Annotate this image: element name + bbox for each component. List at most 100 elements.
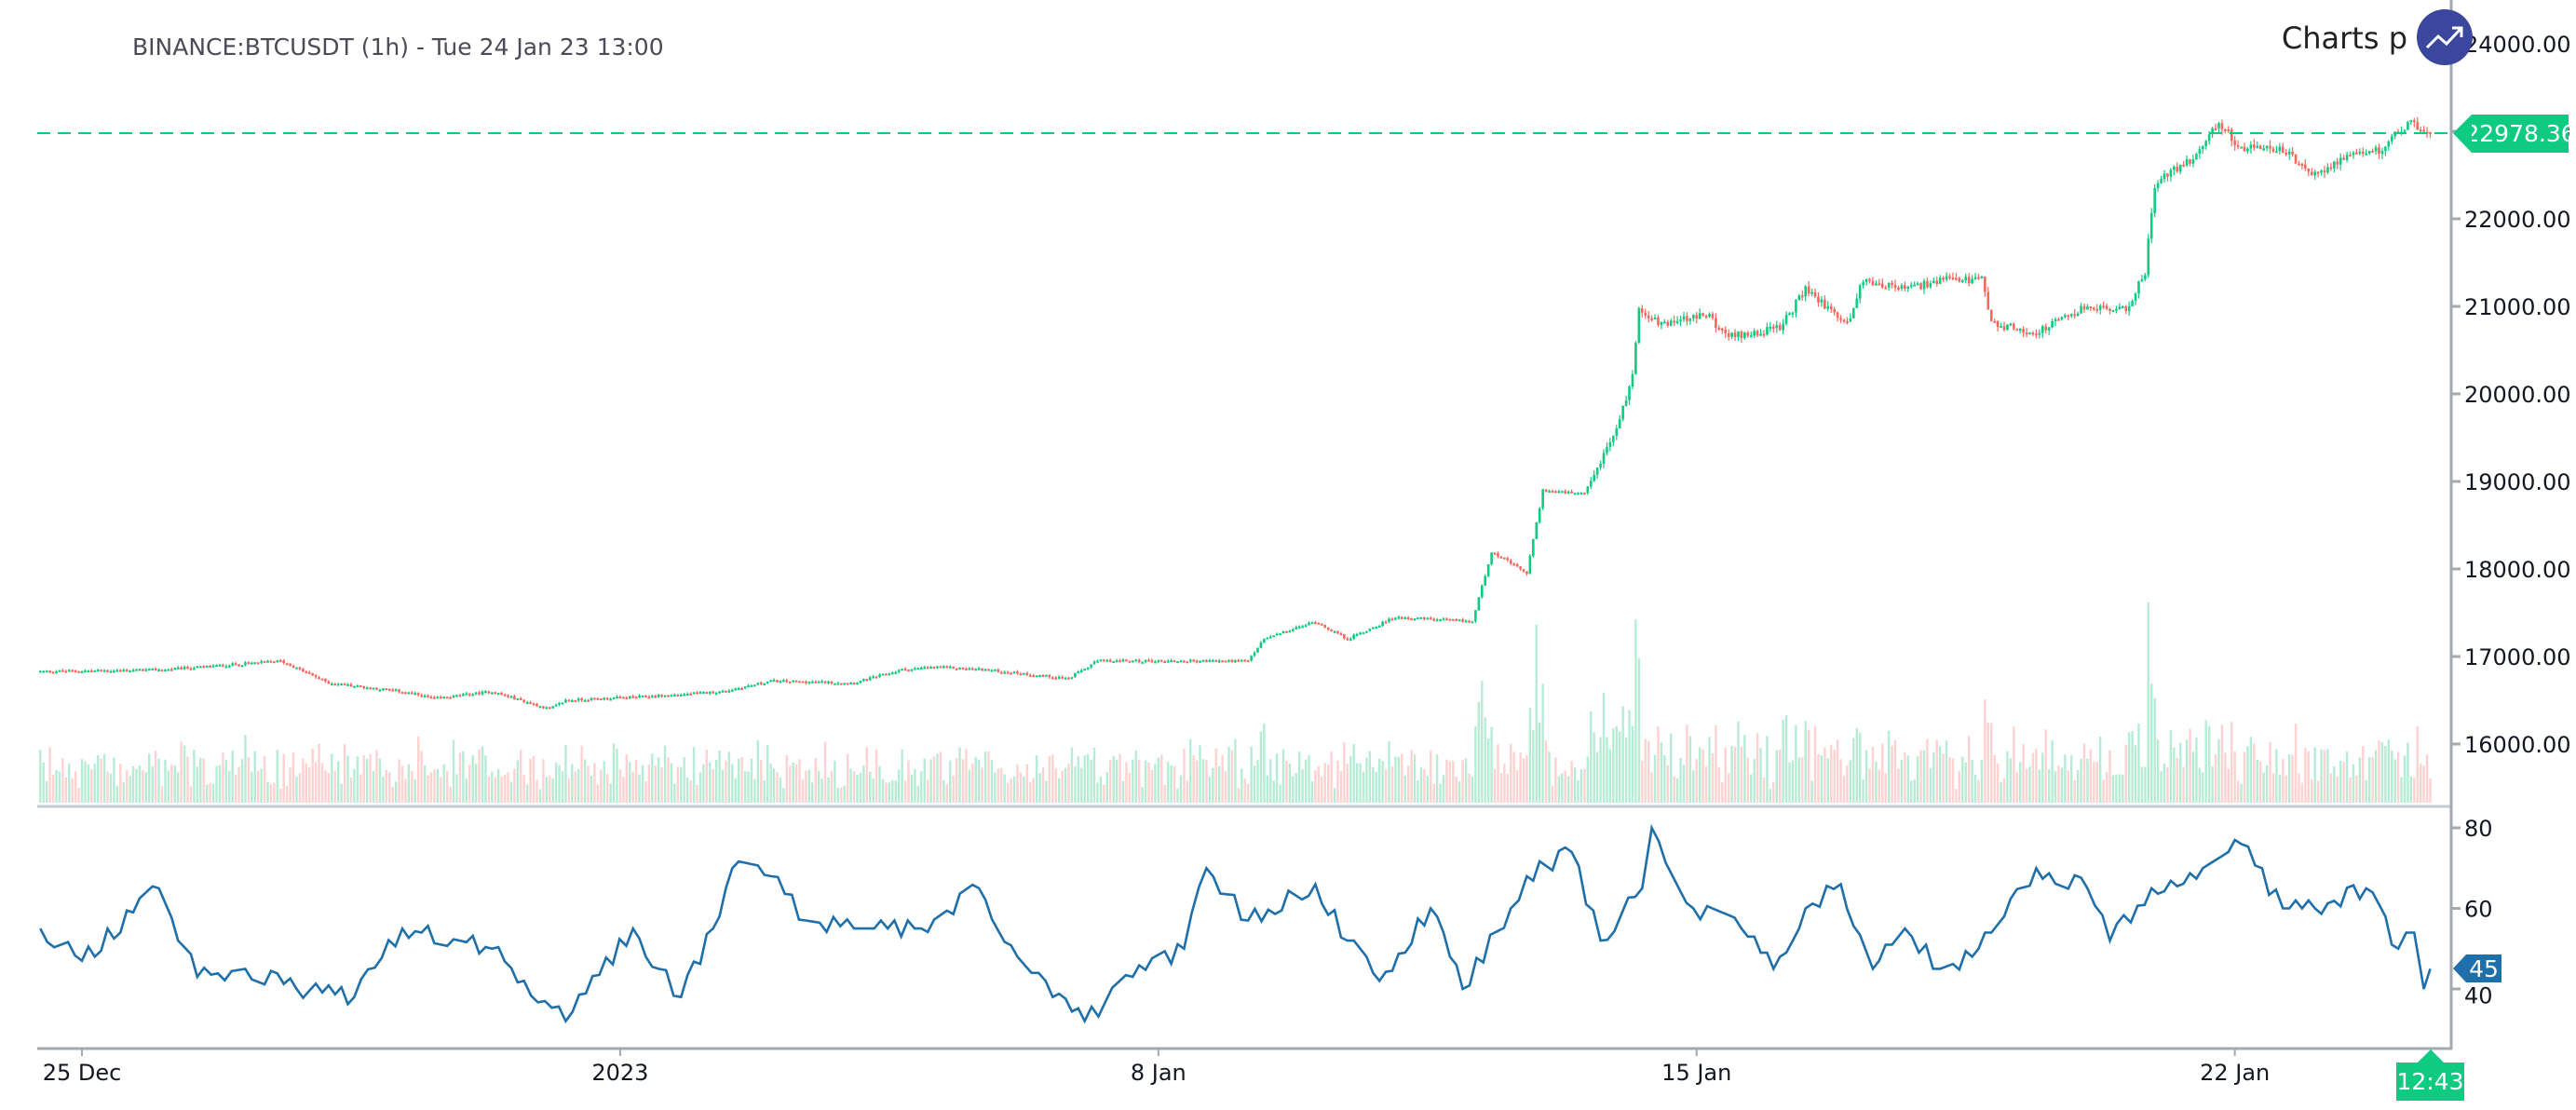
candle	[702, 691, 705, 695]
candle-body	[1769, 326, 1772, 329]
candle	[1137, 658, 1141, 664]
candle	[1675, 316, 1679, 325]
candle	[1948, 273, 1951, 280]
candle	[631, 694, 634, 698]
candle	[113, 670, 115, 673]
volume-bar	[2185, 739, 2189, 803]
candle-body	[1266, 637, 1269, 640]
volume-bar	[1452, 761, 1455, 803]
brand-logo[interactable]: Charts p	[2282, 9, 2473, 65]
candle-body	[311, 673, 314, 676]
candle	[1186, 660, 1189, 664]
candle	[519, 697, 522, 701]
candle-body	[1159, 659, 1163, 662]
volume-bar	[1394, 756, 1397, 803]
candle	[1669, 318, 1673, 327]
candle	[1128, 660, 1132, 663]
candle	[1608, 438, 1612, 452]
candle	[865, 678, 869, 682]
volume-bar	[1054, 768, 1057, 803]
candle-body	[667, 695, 670, 697]
volume-bar	[1951, 758, 1955, 803]
volume-bar	[80, 759, 84, 803]
candle-body	[859, 680, 862, 684]
volume-bar	[1977, 779, 1980, 803]
candle	[1183, 659, 1186, 663]
candle-body	[1176, 661, 1179, 664]
candle-body	[1368, 629, 1372, 631]
candle	[731, 688, 734, 692]
volume-bar	[641, 765, 644, 803]
candle	[1035, 675, 1038, 678]
candle	[1673, 315, 1675, 327]
candle-body	[1240, 659, 1243, 662]
candle	[2018, 328, 2022, 334]
candle	[1618, 414, 1621, 429]
candle-body	[862, 679, 865, 682]
volume-bar	[705, 750, 708, 803]
candle	[725, 690, 727, 693]
volume-bar	[2371, 757, 2374, 803]
candle	[1820, 295, 1824, 307]
volume-bar	[1218, 765, 1221, 803]
candle	[747, 684, 750, 688]
candle-body	[2352, 152, 2355, 156]
candle	[2006, 323, 2009, 331]
volume-bar	[1839, 759, 1842, 803]
volume-bar	[1253, 765, 1256, 803]
candle-body	[1824, 299, 1826, 309]
candle-body	[1170, 660, 1173, 663]
candle	[1474, 610, 1477, 624]
candle-body	[641, 695, 644, 697]
candle	[868, 675, 872, 682]
volume-bar	[638, 774, 641, 803]
candle-body	[779, 680, 782, 683]
trending-up-icon	[2417, 9, 2473, 65]
candle-body	[1224, 660, 1227, 663]
volume-bar	[1996, 763, 2000, 803]
candle	[378, 688, 382, 692]
candle-body	[651, 696, 654, 698]
candle	[1240, 659, 1243, 662]
candle	[1199, 660, 1201, 663]
candle	[616, 695, 618, 699]
candle	[198, 665, 202, 669]
volume-bar	[1090, 760, 1092, 803]
volume-bar	[945, 784, 948, 803]
candle-body	[2018, 329, 2022, 332]
volume-bar	[603, 761, 605, 803]
volume-bar	[1859, 732, 1862, 803]
candle	[981, 668, 983, 671]
volume-bar	[932, 756, 936, 803]
volume-bar	[1881, 743, 1884, 803]
candle-body	[129, 670, 131, 673]
candle-body	[2329, 167, 2333, 169]
volume-bar	[285, 786, 289, 803]
candle	[1201, 659, 1205, 662]
candle-body	[2361, 151, 2365, 155]
candle-body	[2275, 151, 2278, 154]
volume-bar	[807, 769, 811, 803]
candle-body	[1660, 321, 1663, 325]
candle-body	[2419, 129, 2422, 132]
candle-body	[1121, 659, 1125, 662]
candle	[1634, 341, 1637, 375]
volume-bar	[1612, 728, 1615, 803]
volume-bar	[1115, 759, 1119, 803]
volume-bar	[2067, 770, 2069, 803]
candle	[654, 694, 658, 698]
rsi-tick-label: 60	[2464, 897, 2493, 923]
volume-bar	[574, 771, 576, 803]
candle	[1897, 285, 1900, 291]
candle	[391, 688, 394, 692]
candle-body	[1230, 659, 1234, 663]
candle-body	[576, 698, 580, 701]
volume-bar	[1224, 771, 1227, 803]
candle-body	[1208, 660, 1212, 663]
candle	[737, 686, 740, 691]
candle-body	[2387, 141, 2391, 147]
candle-body	[1657, 318, 1660, 325]
candle-body	[958, 667, 961, 670]
candle	[42, 670, 46, 673]
